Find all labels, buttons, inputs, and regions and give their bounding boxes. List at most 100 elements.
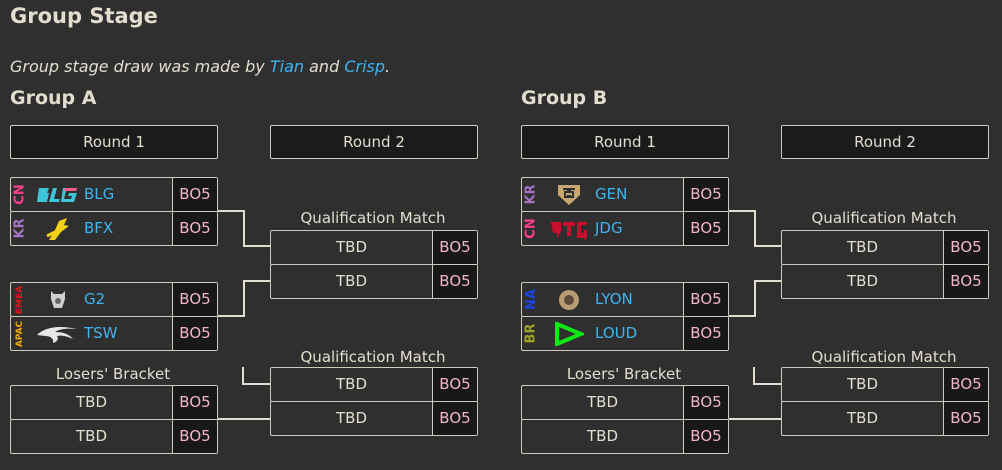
match-row[interactable]: TBD BO5: [270, 230, 478, 265]
qualification-match-label: Qualification Match: [811, 348, 957, 366]
team-row[interactable]: CN BLG BO5: [10, 177, 218, 212]
crisp-link[interactable]: Crisp: [344, 57, 385, 76]
tsw-team-logo-icon[interactable]: [33, 320, 83, 347]
team-name-link[interactable]: JDG: [595, 219, 623, 237]
page-title: Group Stage: [10, 4, 158, 28]
team-row[interactable]: APAC TSW BO5: [10, 316, 218, 351]
round-1-header: Round 1: [521, 125, 729, 159]
best-of-badge: BO5: [432, 402, 477, 435]
bracket-connector-line: [754, 280, 756, 317]
tbd-team: TBD: [846, 409, 878, 427]
team-row[interactable]: EMEA G2 BO5: [10, 282, 218, 317]
bracket-connector-line: [218, 418, 270, 420]
tbd-team: TBD: [586, 393, 618, 411]
match-row[interactable]: TBD BO5: [781, 264, 989, 299]
bracket-connector-line: [753, 383, 781, 385]
team-row[interactable]: BR LOUD BO5: [521, 316, 729, 351]
jdg-team-logo-icon[interactable]: [544, 215, 594, 242]
team-row[interactable]: KR GEN BO5: [521, 177, 729, 212]
best-of-badge: BO5: [683, 317, 728, 350]
region-label: CN: [12, 178, 28, 211]
tbd-team: TBD: [335, 409, 367, 427]
tbd-team: TBD: [335, 272, 367, 290]
best-of-badge: BO5: [172, 420, 217, 453]
match-row[interactable]: TBD BO5: [10, 419, 218, 454]
match-row[interactable]: TBD BO5: [781, 401, 989, 436]
round-2-header: Round 2: [270, 125, 478, 159]
bracket-connector-line: [242, 383, 270, 385]
region-label: APAC: [13, 317, 27, 350]
qualification-match-label: Qualification Match: [300, 209, 446, 227]
team-name-link[interactable]: TSW: [84, 324, 118, 342]
match-row[interactable]: TBD BO5: [10, 385, 218, 420]
bfx-team-logo-icon[interactable]: [33, 215, 83, 242]
best-of-badge: BO5: [943, 402, 988, 435]
region-label: KR: [524, 178, 539, 211]
bracket-connector-line: [243, 280, 270, 282]
team-name-link[interactable]: G2: [84, 290, 106, 308]
region-label: EMEA: [13, 283, 27, 316]
bracket-connector-line: [754, 210, 756, 247]
qualification-match-label: Qualification Match: [811, 209, 957, 227]
team-row[interactable]: KR BFX BO5: [10, 211, 218, 246]
match-row[interactable]: TBD BO5: [781, 230, 989, 265]
team-name-link[interactable]: LYON: [595, 290, 633, 308]
losers-bracket-label: Losers' Bracket: [55, 365, 171, 383]
gen-team-logo-icon[interactable]: [544, 181, 594, 208]
tbd-team: TBD: [846, 238, 878, 256]
match-row[interactable]: TBD BO5: [270, 367, 478, 402]
team-name-link[interactable]: BLG: [84, 185, 115, 203]
losers-bracket-label: Losers' Bracket: [566, 365, 682, 383]
tian-link[interactable]: Tian: [269, 57, 305, 76]
best-of-badge: BO5: [943, 265, 988, 298]
best-of-badge: BO5: [172, 178, 217, 211]
team-name-link[interactable]: GEN: [595, 185, 628, 203]
bracket-connector-line: [729, 315, 755, 317]
team-row[interactable]: CN JDG BO5: [521, 211, 729, 246]
match-row[interactable]: TBD BO5: [270, 264, 478, 299]
match-row[interactable]: TBD BO5: [521, 419, 729, 454]
best-of-badge: BO5: [172, 386, 217, 419]
note-text: Group stage draw was made by: [10, 57, 270, 76]
best-of-badge: BO5: [683, 386, 728, 419]
tbd-team: TBD: [846, 272, 878, 290]
team-name-link[interactable]: BFX: [84, 219, 114, 237]
region-text: NA: [523, 289, 539, 310]
best-of-badge: BO5: [683, 178, 728, 211]
bracket-connector-line: [754, 280, 781, 282]
tbd-team: TBD: [846, 375, 878, 393]
best-of-badge: BO5: [683, 283, 728, 316]
bracket-connector-line: [242, 367, 244, 384]
best-of-badge: BO5: [172, 212, 217, 245]
region-text: CN: [12, 184, 28, 205]
best-of-badge: BO5: [432, 265, 477, 298]
match-row[interactable]: TBD BO5: [781, 367, 989, 402]
draw-note: Group stage draw was made by Tian and Cr…: [10, 57, 390, 76]
match-row[interactable]: TBD BO5: [521, 385, 729, 420]
bracket-connector-line: [729, 210, 755, 212]
round-2-header: Round 2: [781, 125, 989, 159]
region-text: EMEA: [15, 285, 25, 314]
tbd-team: TBD: [335, 238, 367, 256]
bracket-connector-line: [243, 280, 245, 317]
best-of-badge: BO5: [683, 420, 728, 453]
lyon-team-logo-icon[interactable]: [544, 286, 594, 313]
bracket-connector-line: [218, 210, 244, 212]
team-row[interactable]: NA LYON BO5: [521, 282, 729, 317]
team-name-link[interactable]: LOUD: [595, 324, 638, 342]
bracket-connector-line: [218, 315, 244, 317]
best-of-badge: BO5: [943, 368, 988, 401]
region-text: BR: [523, 323, 539, 344]
region-text: CN: [523, 218, 539, 239]
bracket-connector-line: [753, 367, 755, 384]
region-label: BR: [523, 317, 539, 350]
best-of-badge: BO5: [683, 212, 728, 245]
g2-team-logo-icon[interactable]: [33, 286, 83, 313]
blg-team-logo-icon[interactable]: [33, 181, 83, 208]
loud-team-logo-icon[interactable]: [544, 320, 594, 347]
match-row[interactable]: TBD BO5: [270, 401, 478, 436]
region-label: CN: [523, 212, 539, 245]
group-title: Group A: [10, 87, 97, 109]
note-text: .: [385, 57, 391, 76]
region-text: APAC: [15, 320, 25, 347]
